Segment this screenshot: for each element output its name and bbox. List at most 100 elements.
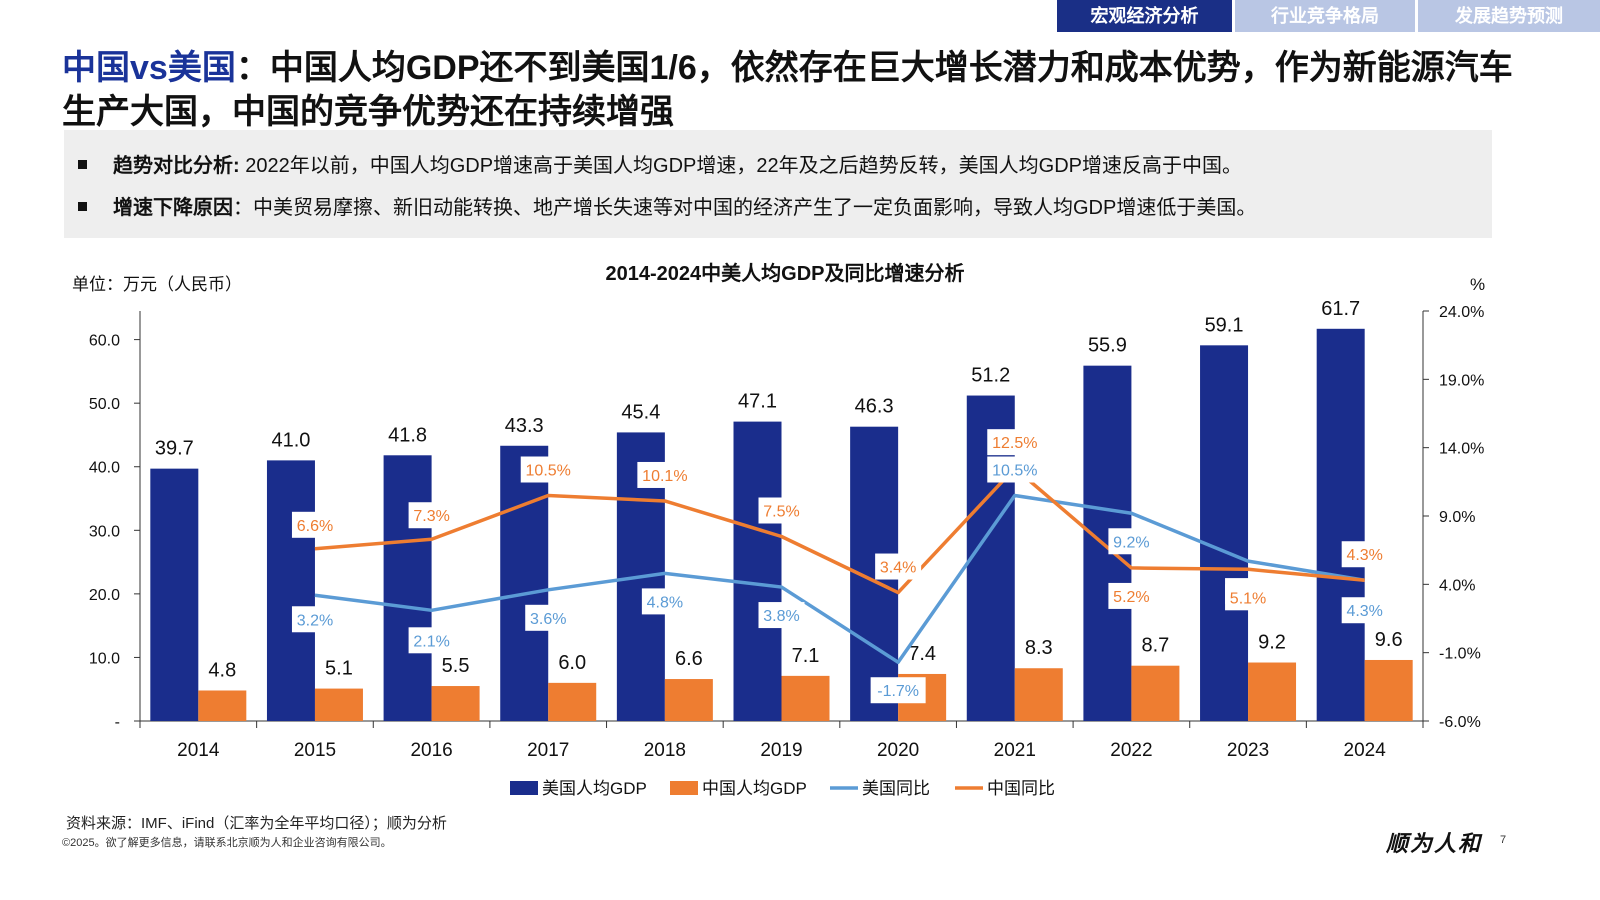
line-us-growth-label-box [525, 604, 572, 631]
line-cn-growth-label: 3.4% [880, 560, 916, 577]
line-us-growth [314, 493, 1365, 664]
right-axis-tick-label: 9.0% [1439, 509, 1475, 526]
left-axis-tick-label: 20.0 [89, 587, 120, 604]
bar-us-gdp-label: 43.3 [505, 415, 544, 437]
bar-cn-gdp-label: 7.1 [792, 645, 820, 667]
page-number: 7 [1500, 834, 1507, 846]
bullet-label: 增速下降原因 [113, 197, 233, 219]
bar-us-gdp [150, 468, 199, 721]
left-axis-tick-label: 30.0 [89, 523, 120, 540]
x-axis-tick-label: 2018 [644, 740, 686, 761]
bar-cn-gdp [548, 682, 597, 721]
bar-us-gdp [500, 445, 549, 721]
line-us-growth-label-box [987, 456, 1043, 483]
bullet-square-icon [78, 160, 87, 170]
line-cn-growth-label-box [1108, 582, 1155, 609]
line-cn-growth [314, 466, 1365, 595]
line-cn-growth-label: 12.5% [992, 435, 1037, 452]
bar-cn-gdp-label: 5.5 [442, 655, 470, 677]
copyright-note: ©2025。欲了解更多信息，请联系北京顺为人和企业咨询有限公司。 [62, 837, 392, 849]
x-axis-tick-label: 2024 [1344, 740, 1387, 761]
bar-cn-gdp [1131, 665, 1180, 721]
bar-us-gdp [1316, 328, 1365, 721]
left-axis-unit: 单位：万元（人民币） [72, 275, 242, 294]
line-cn-growth-label-box [520, 456, 576, 483]
bar-us-gdp-label: 51.2 [971, 365, 1010, 387]
x-axis-tick-label: 2021 [994, 740, 1036, 761]
x-axis-tick-label: 2017 [527, 740, 569, 761]
line-cn-growth-label-box [875, 553, 922, 580]
x-axis-tick-label: 2015 [294, 740, 336, 761]
bullet-reason: 增速下降原因：中美贸易摩擦、新旧动能转换、地产增长失速等对中国的经济产生了一定负… [78, 194, 1256, 222]
line-us-growth-label-box [870, 677, 926, 704]
line-us-growth-label-box [1108, 528, 1155, 555]
x-axis-tick-label: 2020 [877, 740, 919, 761]
bar-cn-gdp [431, 686, 480, 721]
tab-industry-competition[interactable]: 行业竞争格局 [1235, 0, 1415, 32]
bullet-text: ：中美贸易摩擦、新旧动能转换、地产增长失速等对中国的经济产生了一定负面影响，导致… [233, 197, 1257, 219]
bar-us-gdp [383, 455, 432, 721]
line-us-growth-label: 3.2% [297, 612, 333, 629]
tab-macro-economy[interactable]: 宏观经济分析 [1057, 0, 1232, 32]
x-axis-tick-label: 2014 [177, 740, 220, 761]
line-cn-growth-label: 5.2% [1113, 589, 1149, 606]
x-axis-tick-label: 2022 [1110, 740, 1152, 761]
bar-us-gdp-label: 47.1 [738, 391, 777, 413]
line-us-growth-label: 4.8% [647, 594, 683, 611]
right-axis-tick-label: 14.0% [1439, 441, 1484, 458]
section-tabs: 宏观经济分析 行业竞争格局 发展趋势预测 [1057, 0, 1600, 32]
line-us-growth-label-box [758, 602, 805, 629]
x-axis-tick-label: 2023 [1227, 740, 1269, 761]
line-cn-growth-label-box [637, 461, 693, 488]
tab-development-trend[interactable]: 发展趋势预测 [1418, 0, 1600, 32]
line-cn-growth-label: 10.5% [526, 463, 571, 480]
bar-cn-gdp-label: 5.1 [325, 658, 353, 680]
right-axis-tick-label: -6.0% [1439, 714, 1481, 731]
legend-label: 中国同比 [987, 779, 1055, 798]
bar-us-gdp [266, 460, 315, 721]
bullet-label: 趋势对比分析: [113, 155, 240, 177]
line-cn-growth-label-box [987, 429, 1043, 456]
bullet-text: 2022年以前，中国人均GDP增速高于美国人均GDP增速，22年及之后趋势反转，… [239, 155, 1242, 177]
line-cn-growth-label: 7.5% [763, 504, 799, 521]
line-us-growth-label: 4.3% [1346, 603, 1382, 620]
title-rest: ：中国人均GDP还不到美国1/6，依然存在巨大增长潜力和成本优势，作为新能源汽车… [62, 49, 1513, 131]
left-axis-tick-label: 50.0 [89, 396, 120, 413]
bar-cn-gdp-label: 9.6 [1375, 629, 1403, 651]
line-cn-growth-label: 7.3% [413, 508, 449, 525]
line-us-growth-label: 10.5% [992, 463, 1037, 480]
bar-cn-gdp [314, 688, 363, 721]
line-cn-growth-label-box [758, 497, 805, 524]
legend-label: 美国同比 [862, 779, 930, 798]
bar-cn-gdp [781, 675, 830, 721]
right-axis-tick-label: 19.0% [1439, 372, 1484, 389]
bar-cn-gdp-label: 8.7 [1142, 635, 1170, 657]
bullet-square-icon [78, 202, 87, 212]
bar-cn-gdp [1014, 668, 1063, 721]
line-cn-growth-label-box [1225, 584, 1272, 611]
x-axis-tick-label: 2016 [410, 740, 452, 761]
right-axis-tick-label: -1.0% [1439, 646, 1481, 663]
line-us-growth-label: 2.1% [413, 633, 449, 650]
line-cn-growth-label: 5.1% [1230, 590, 1266, 607]
right-axis-tick-label: 4.0% [1439, 577, 1475, 594]
bar-cn-gdp-label: 8.3 [1025, 637, 1053, 659]
bar-cn-gdp [198, 690, 247, 721]
right-axis-tick-label: 24.0% [1439, 304, 1484, 321]
line-cn-growth-label: 6.6% [297, 518, 333, 535]
bar-cn-gdp-label: 7.4 [908, 643, 936, 665]
bar-us-gdp [1200, 345, 1249, 721]
legend-label: 美国人均GDP [542, 779, 647, 798]
bar-us-gdp-label: 55.9 [1088, 335, 1127, 357]
line-us-growth-label-box [408, 627, 455, 654]
line-cn-growth-label-box [291, 511, 338, 538]
x-axis-tick-label: 2019 [760, 740, 802, 761]
bar-us-gdp-label: 39.7 [155, 438, 194, 460]
bar-us-gdp-label: 41.8 [388, 424, 427, 446]
right-axis-unit: % [1470, 275, 1485, 294]
line-cn-growth-label: 10.1% [642, 468, 687, 485]
company-logo: 顺为人和 [1386, 831, 1483, 857]
line-us-growth-label: 3.6% [530, 611, 566, 628]
left-axis-tick-label: 60.0 [89, 333, 120, 350]
